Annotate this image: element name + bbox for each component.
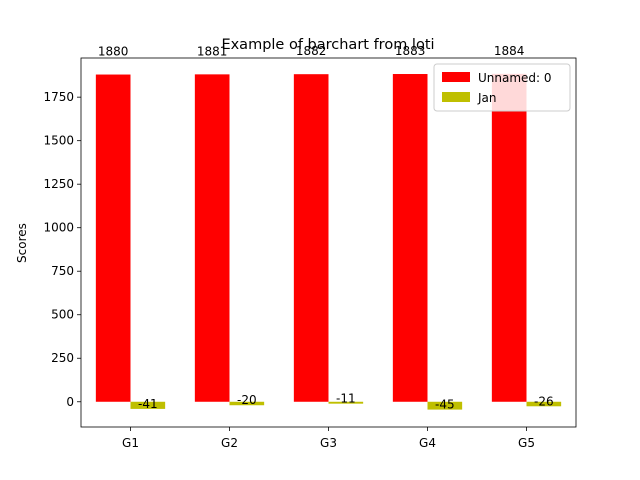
x-tick-label: G4 bbox=[419, 436, 436, 450]
legend-label: Jan bbox=[477, 91, 497, 105]
bar-unnamed-g4 bbox=[392, 74, 428, 402]
bar-jan-g3 bbox=[328, 401, 364, 404]
data-label: -45 bbox=[435, 398, 455, 412]
bar-jan-g4 bbox=[427, 401, 463, 410]
data-label: 1881 bbox=[197, 44, 228, 58]
y-tick-label: 0 bbox=[66, 395, 74, 409]
data-label: 1884 bbox=[494, 44, 525, 58]
y-tick-label: 250 bbox=[51, 351, 74, 365]
y-tick-label: 1500 bbox=[43, 134, 74, 148]
legend-label: Unnamed: 0 bbox=[478, 71, 552, 85]
y-tick-label: 1250 bbox=[43, 177, 74, 191]
data-label: -26 bbox=[534, 394, 554, 408]
y-tick-label: 500 bbox=[51, 308, 74, 322]
data-label: -11 bbox=[336, 392, 356, 406]
legend: Unnamed: 0 Jan bbox=[433, 63, 571, 112]
y-axis-label: Scores bbox=[15, 223, 29, 263]
legend-swatch-jan bbox=[442, 92, 470, 102]
bar-jan-g1 bbox=[130, 401, 166, 409]
data-label: -41 bbox=[138, 397, 158, 411]
bar-unnamed-g3 bbox=[293, 74, 329, 402]
x-tick-label: G2 bbox=[221, 436, 238, 450]
chart-title: Example of barchart from loti bbox=[221, 37, 434, 53]
y-tick-label: 1750 bbox=[43, 90, 74, 104]
data-label: 1883 bbox=[395, 44, 426, 58]
data-label: 1880 bbox=[98, 45, 129, 59]
bar-jan-g2 bbox=[229, 401, 265, 406]
data-label: 1882 bbox=[296, 44, 327, 58]
legend-swatch-unnamed bbox=[442, 72, 470, 82]
y-tick-label: 750 bbox=[51, 264, 74, 278]
x-tick-label: G5 bbox=[518, 436, 535, 450]
data-label: -20 bbox=[237, 393, 257, 407]
bar-unnamed-g2 bbox=[194, 74, 230, 402]
bar-unnamed-g1 bbox=[95, 74, 131, 402]
x-tick-label: G1 bbox=[122, 436, 139, 450]
plot-area: 1880 -41 G1 1881 -20 G2 1882 -11 G3 1883 -45 G4 1884… bbox=[43, 44, 577, 450]
bar-unnamed-g5 bbox=[491, 73, 527, 402]
y-tick-label: 1000 bbox=[43, 221, 74, 235]
bar-jan-g5 bbox=[526, 401, 562, 407]
x-tick-label: G3 bbox=[320, 436, 337, 450]
axes-frame bbox=[80, 57, 577, 428]
